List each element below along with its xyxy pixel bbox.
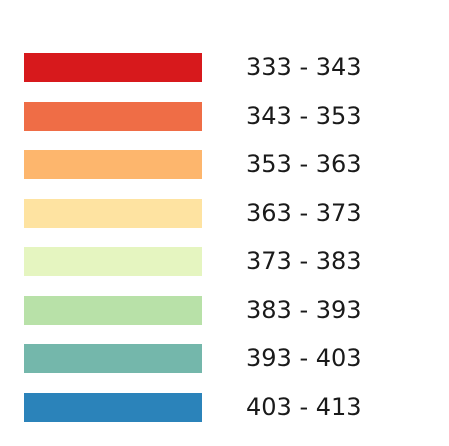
legend-swatch <box>24 198 202 228</box>
legend-swatch <box>24 247 202 276</box>
legend-swatch <box>24 53 202 82</box>
legend-label: 353 - 363 <box>246 150 362 178</box>
legend-swatch <box>24 344 202 373</box>
legend-item: 393 - 403 <box>24 342 444 391</box>
legend-label: 403 - 413 <box>246 392 362 421</box>
legend-label: 383 - 393 <box>246 295 362 324</box>
legend-item: 343 - 353 <box>24 100 444 149</box>
legend-item: 363 - 373 <box>24 197 444 246</box>
legend-item: 333 - 343 <box>24 51 444 100</box>
legend-item: 403 - 413 <box>24 391 444 440</box>
legend-label: 333 - 343 <box>246 53 362 81</box>
legend-swatch <box>24 101 202 131</box>
legend-swatch <box>24 150 202 179</box>
legend: 333 - 343 343 - 353 353 - 363 363 - 373 … <box>24 51 444 439</box>
legend-swatch <box>24 392 202 422</box>
legend-item: 373 - 383 <box>24 245 444 294</box>
legend-label: 393 - 403 <box>246 344 362 372</box>
legend-item: 383 - 393 <box>24 294 444 343</box>
legend-item: 353 - 363 <box>24 148 444 197</box>
legend-label: 373 - 383 <box>246 247 362 275</box>
legend-label: 363 - 373 <box>246 198 362 227</box>
legend-swatch <box>24 295 202 325</box>
legend-label: 343 - 353 <box>246 101 362 130</box>
